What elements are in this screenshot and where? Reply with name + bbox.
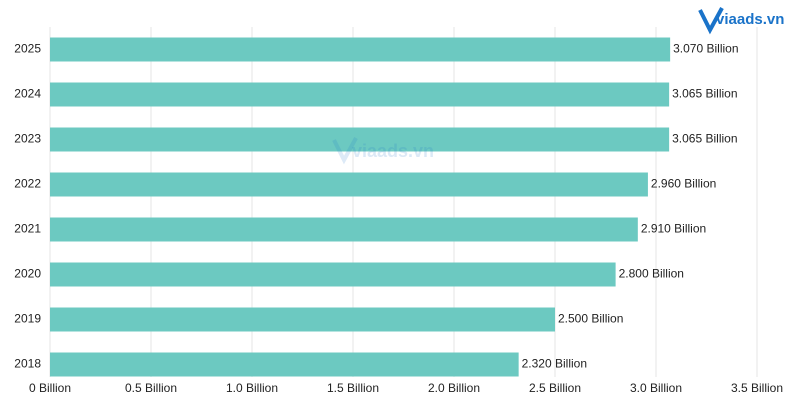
x-tick-label: 3.5 Billion: [731, 381, 783, 395]
y-tick-label: 2025: [14, 42, 41, 56]
value-label: 3.070 Billion: [673, 42, 738, 56]
watermark: viaads.vn: [332, 137, 434, 165]
bar: [50, 262, 616, 287]
x-tick-label: 1.5 Billion: [327, 381, 379, 395]
bar: [50, 352, 519, 377]
x-tick-label: 1.0 Billion: [226, 381, 278, 395]
watermark-text: viaads.vn: [352, 141, 434, 161]
logo: viaads.vn: [698, 7, 784, 35]
x-tick-label: 2.0 Billion: [428, 381, 480, 395]
x-tick-label: 0 Billion: [29, 381, 71, 395]
value-label: 2.800 Billion: [619, 267, 684, 281]
y-tick-label: 2018: [14, 357, 41, 371]
y-tick-label: 2023: [14, 132, 41, 146]
bar: [50, 172, 648, 197]
logo-icon: [698, 7, 724, 35]
bar: [50, 217, 638, 242]
plot: 0 Billion 0.5 Billion 1.0 Billion 1.5 Billi…: [14, 27, 783, 395]
value-label: 2.910 Billion: [641, 222, 706, 236]
value-label: 2.500 Billion: [558, 312, 623, 326]
bar: [50, 82, 670, 107]
x-tick-label: 3.0 Billion: [630, 381, 682, 395]
x-tick-label: 0.5 Billion: [125, 381, 177, 395]
value-label: 3.065 Billion: [672, 132, 737, 146]
x-tick-label: 2.5 Billion: [529, 381, 581, 395]
y-tick-label: 2022: [14, 177, 41, 191]
bar: [50, 37, 671, 62]
value-label: 3.065 Billion: [672, 87, 737, 101]
bar: [50, 127, 670, 152]
value-label: 2.320 Billion: [522, 357, 587, 371]
bar: [50, 307, 555, 332]
logo-text: viaads.vn: [716, 11, 784, 28]
y-tick-label: 2020: [14, 267, 41, 281]
y-tick-label: 2024: [14, 87, 41, 101]
y-tick-label: 2019: [14, 312, 41, 326]
value-label: 2.960 Billion: [651, 177, 716, 191]
y-tick-label: 2021: [14, 222, 41, 236]
watermark-icon: [332, 137, 358, 165]
